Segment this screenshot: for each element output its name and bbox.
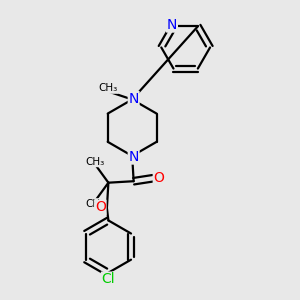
Text: O: O (95, 200, 106, 214)
Text: CH₃: CH₃ (86, 199, 105, 209)
Text: Cl: Cl (102, 272, 115, 286)
Text: N: N (128, 92, 139, 106)
Text: CH₃: CH₃ (86, 157, 105, 166)
Text: N: N (128, 150, 139, 164)
Text: CH₃: CH₃ (99, 83, 118, 93)
Text: N: N (167, 18, 177, 32)
Text: O: O (154, 171, 164, 185)
